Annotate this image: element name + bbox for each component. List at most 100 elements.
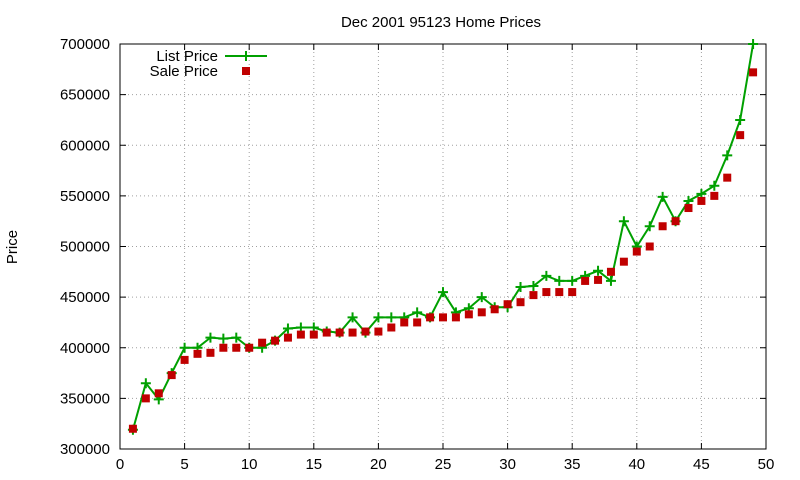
list-price-point [528,280,539,291]
sale-price-point [387,323,396,332]
y-tick-label: 500000 [60,239,110,256]
sale-price-point [542,288,551,297]
x-tick-label: 15 [305,456,322,473]
axis-ticks: 0 5 10 15 20 25 30 35 40 45 50 300000 350000 400000 45… [60,36,774,473]
y-tick-label: 700000 [60,36,110,53]
sale-price-point [426,313,435,322]
list-price-point [347,312,358,323]
list-price-point [722,150,733,161]
sale-price-point [283,333,292,342]
chart-title: Dec 2001 95123 Home Prices [341,14,541,31]
x-tick-label: 5 [180,456,188,473]
y-tick-label: 650000 [60,87,110,104]
list-price-point [373,312,384,323]
list-price-point [541,270,552,281]
data-series [127,39,759,435]
legend: List Price Sale Price [150,48,267,80]
sale-price-point [193,349,202,358]
x-tick-label: 35 [564,456,581,473]
x-tick-label: 50 [758,456,775,473]
sale-price-point [128,424,137,433]
list-price-point [618,216,629,227]
y-tick-label: 400000 [60,340,110,357]
sale-price-point [503,300,512,309]
sale-price-point [154,389,163,398]
x-tick-label: 10 [241,456,258,473]
sale-price-point [400,318,409,327]
sale-price-point [167,371,176,380]
sale-price-point [490,305,499,314]
sale-price-point [723,173,732,182]
sale-price-point [141,394,150,403]
list-price-point [709,180,720,191]
list-price-point [476,292,487,303]
list-price-point [567,275,578,286]
list-price-point [735,114,746,125]
grid-lines [120,44,766,449]
list-price-point [438,287,448,298]
list-price-point [657,191,668,202]
sale-price-point [464,310,473,319]
sale-price-point [361,327,370,336]
sale-price-point [619,257,628,266]
sale-price-point [451,313,460,322]
sale-price-point [645,242,654,251]
sale-price-point [335,328,344,337]
sale-price-point [697,196,706,205]
sale-price-point [258,338,267,347]
sale-price-point [219,343,228,352]
sale-price-point [555,288,564,297]
list-price-point [605,275,616,286]
sale-price-point [180,355,189,364]
sale-price-point [271,336,280,345]
sale-price-point [710,191,719,200]
sale-price-point [348,328,357,337]
sale-price-point [374,327,383,336]
list-price-point [748,39,759,49]
x-tick-label: 45 [693,456,710,473]
sale-price-point [581,276,590,285]
x-tick-label: 40 [628,456,645,473]
list-price-point [515,282,526,292]
x-tick-label: 25 [435,456,452,473]
sale-price-point [632,247,641,256]
sale-price-point [477,308,486,317]
sale-price-point [245,343,254,352]
sale-price-point [439,313,447,322]
list-price-point [554,275,565,286]
list-price-point [179,342,190,353]
sale-price-point [516,298,525,307]
list-price-point [644,221,655,232]
list-price-point [231,332,242,343]
sale-price-point [413,318,422,327]
list-price-point [218,333,229,344]
y-tick-label: 550000 [60,188,110,205]
sale-price-point [568,288,577,297]
list-price-point [386,312,397,323]
sale-price-point [658,222,667,231]
sale-price-point [232,343,241,352]
x-tick-label: 30 [499,456,516,473]
sale-price-point [296,330,305,339]
list-price-point [205,332,216,343]
sale-price-point [529,291,538,300]
legend-marker-list-price [241,51,251,61]
sale-price-point [594,275,603,284]
sale-price-point [206,348,215,357]
list-price-point [282,323,293,334]
list-price-point [593,265,604,276]
legend-label-sale-price: Sale Price [150,63,218,80]
y-tick-label: 600000 [60,137,110,154]
legend-marker-sale-price [242,67,250,75]
x-tick-label: 20 [370,456,387,473]
sale-price-point [684,204,693,213]
sale-price-point [606,267,615,276]
y-tick-label: 350000 [60,390,110,407]
sale-price-point [322,328,331,337]
list-price-point [412,307,423,318]
sale-price-point [309,330,318,339]
legend-label-list-price: List Price [156,48,218,65]
sale-price-point [749,68,758,77]
sale-price-point [671,217,680,226]
list-price-point [140,378,151,389]
